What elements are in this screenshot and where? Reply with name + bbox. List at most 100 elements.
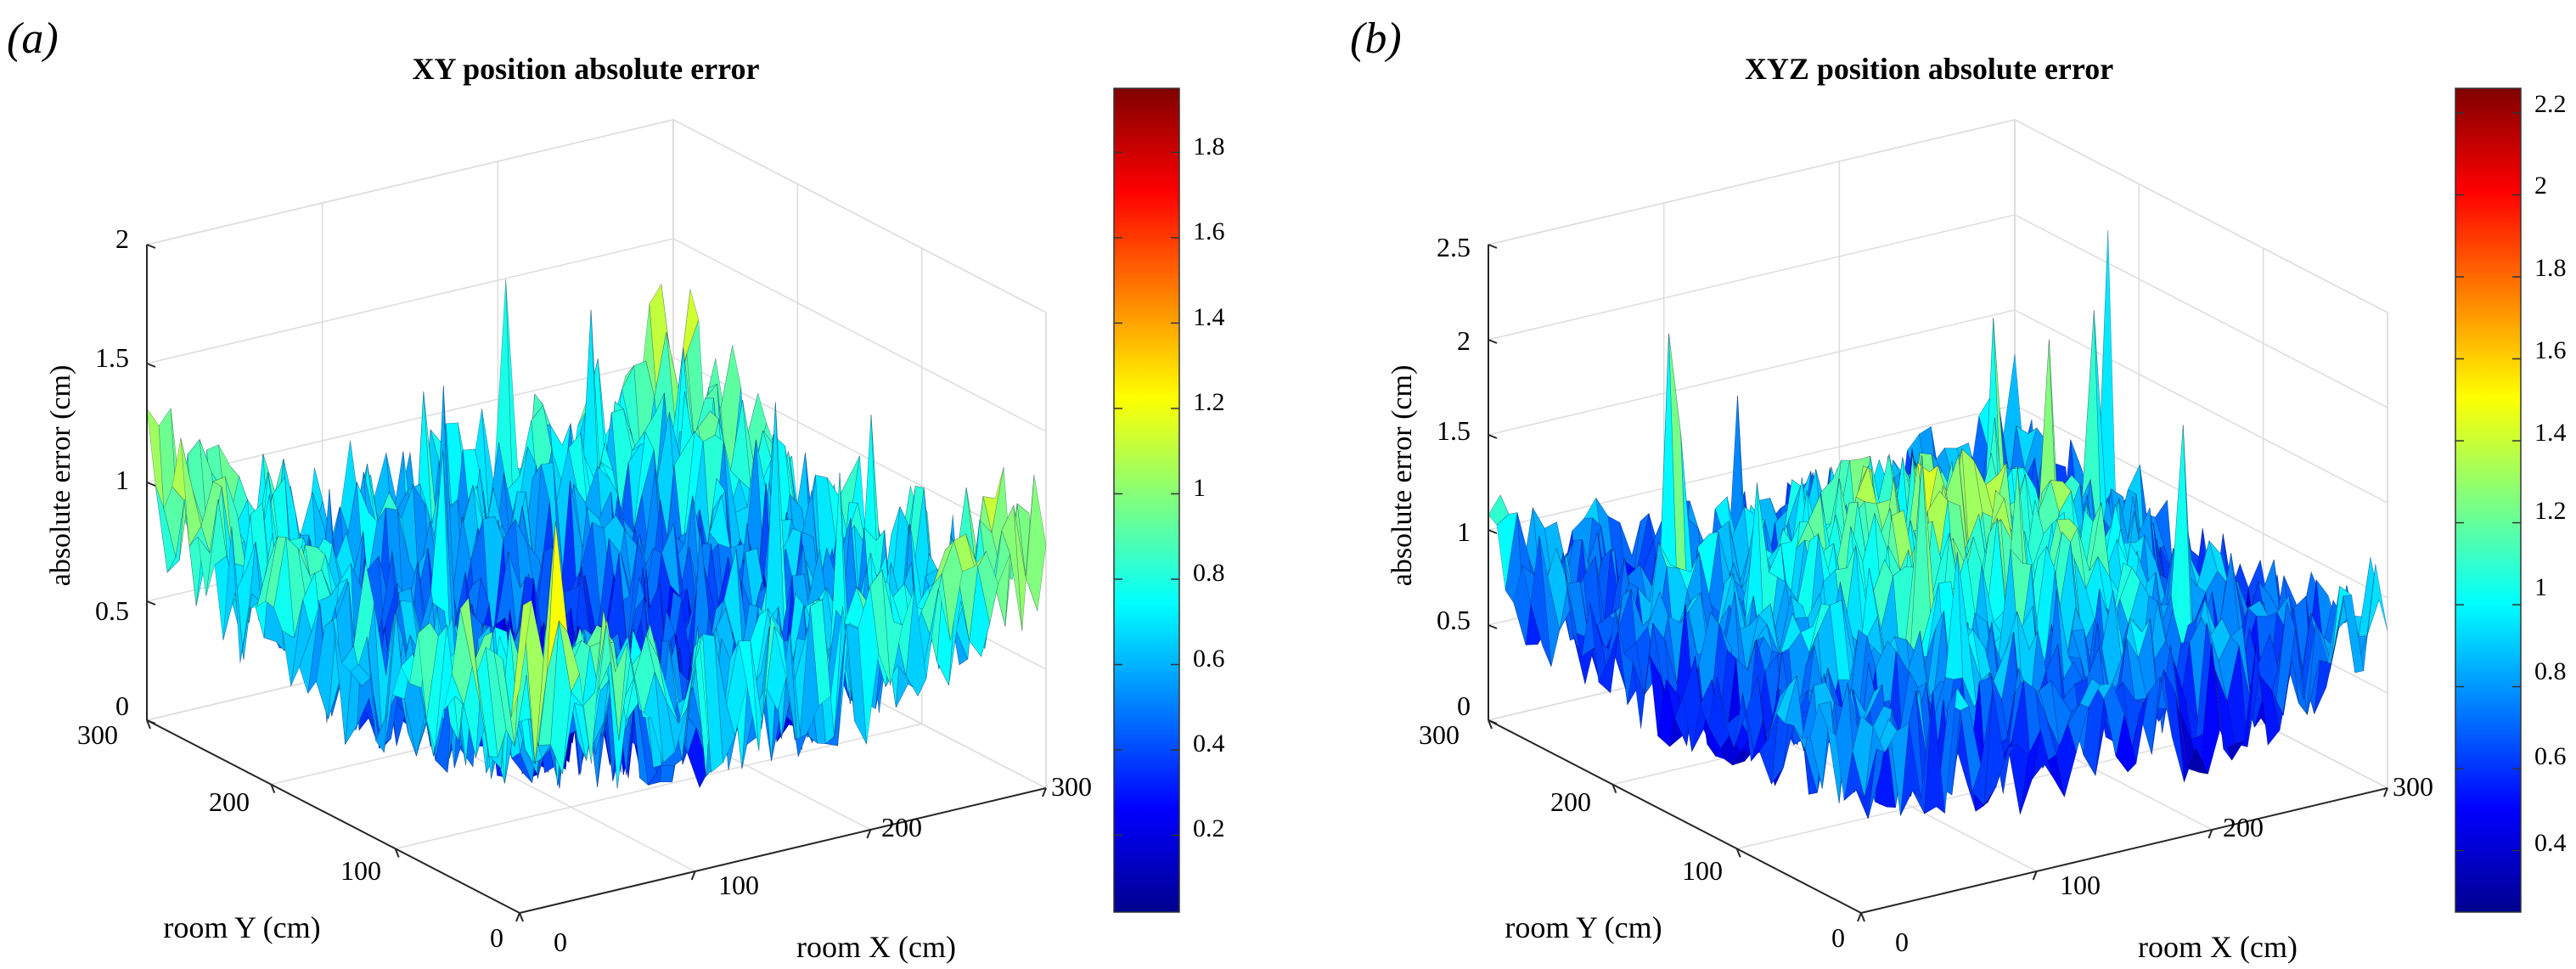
x-tick-label: 200: [2223, 812, 2264, 842]
panel-b: (b) XYZ position absolute error 0 0.5 1 …: [1350, 14, 2567, 964]
axis-lines-a: [146, 244, 1047, 922]
x-tick-label: 300: [1051, 771, 1092, 802]
surface-patch: [1572, 634, 1595, 684]
z-tick: [146, 719, 156, 724]
panel-a: (a) XY position absolute error 0 0.5 1 1…: [7, 14, 1225, 964]
surface-patch: [905, 588, 927, 697]
z-tick: [1488, 339, 1498, 344]
surface-patch: [1876, 718, 1898, 753]
z-tick-label: 0.5: [1437, 605, 1471, 635]
y-tick-label: 0: [1831, 922, 1845, 953]
surface-patch: [510, 600, 532, 718]
y-tick-label: 100: [1682, 855, 1723, 886]
surface-patch: [1708, 676, 1730, 750]
z-tick: [1488, 719, 1498, 724]
y-tick: [270, 784, 276, 794]
x-tick: [866, 829, 872, 839]
surface-patch: [1555, 548, 1578, 634]
surface-patch: [989, 530, 1011, 624]
surface-patch: [1013, 475, 1035, 632]
surface-patch: [299, 603, 320, 694]
surface-patch: [451, 608, 473, 707]
surface-patch: [493, 651, 515, 746]
colorbar-ticks-a: [1114, 151, 1179, 837]
x-tick: [2383, 787, 2388, 797]
z-tick-labels-b: 0 0.5 1 1.5 2 2.5: [1437, 232, 1471, 721]
colorbar-tick-label: 1: [1193, 474, 1206, 502]
surface-patch: [2007, 744, 2029, 814]
y-tick-label: 300: [1419, 719, 1460, 750]
colorbar-tick-label: 1.8: [1193, 132, 1225, 161]
colorbar-tick-label: 1.4: [1193, 303, 1225, 331]
colorbar-tick-label: 0.6: [1193, 645, 1225, 673]
y-tick-label: 200: [1550, 786, 1591, 817]
surface-patch: [442, 672, 464, 712]
surface-patch: [2258, 673, 2281, 746]
surface-patch: [1829, 600, 1851, 681]
y-tick: [1488, 719, 1493, 730]
surface-patch: [231, 527, 253, 663]
surface-patch: [1912, 690, 1933, 815]
x-tick: [515, 912, 520, 922]
surface-patch: [1678, 552, 1700, 592]
z-tick-label: 1: [115, 465, 129, 495]
z-tick-label: 1.5: [1437, 415, 1471, 446]
colorbar-tick-label: 1.8: [2534, 254, 2567, 282]
surface-patch: [977, 550, 998, 624]
colorbar-a: [1113, 87, 1180, 913]
surface-patch: [1004, 504, 1026, 627]
colorbar-tick-label: 1: [2534, 573, 2547, 601]
colorbar-tick-label: 1.2: [1193, 388, 1225, 416]
surface-patch: [2118, 618, 2139, 685]
surface-patch: [384, 611, 405, 753]
y-axis-label-a: room Y (cm): [163, 910, 320, 944]
surface-patch: [941, 539, 963, 641]
colorbar-ticks-b: [2455, 112, 2521, 852]
surface-patch: [1818, 701, 1840, 803]
surface-patch: [2139, 675, 2161, 755]
z-tick: [1488, 244, 1498, 249]
panel-label-b: (b): [1350, 14, 1402, 63]
x-tick-label: 100: [2060, 870, 2101, 900]
colorbar-tick-labels-a: 0.2 0.4 0.6 0.8 1 1.2 1.4 1.6 1.8: [1193, 132, 1225, 842]
z-axis-label-b: absolute error (cm): [1386, 365, 1418, 587]
colorbar-tick-label: 1.2: [2534, 497, 2567, 525]
surface-patch: [425, 624, 447, 751]
colorbar-tick-label: 2.2: [2534, 90, 2567, 118]
y-tick: [1611, 784, 1617, 794]
surface-a: [146, 279, 1047, 789]
z-tick: [146, 482, 156, 487]
x-axis-line: [519, 787, 1047, 914]
chart-title-a: XY position absolute error: [413, 52, 760, 86]
colorbar-tick-label: 2: [2534, 172, 2547, 200]
y-axis-line: [1488, 719, 1862, 914]
surface-patch: [1623, 642, 1645, 696]
z-gridline: [1488, 119, 2388, 313]
colorbar-tick-labels-b: 0.4 0.6 0.8 1 1.2 1.4 1.6 1.8 2 2.2: [2534, 90, 2567, 857]
surface-patch: [633, 431, 655, 533]
y-axis-line: [146, 719, 520, 914]
y-tick-labels-a: 300 200 100 0: [77, 719, 503, 953]
y-tick-label: 200: [209, 786, 250, 817]
x-tick: [2032, 870, 2038, 881]
surface-patch: [290, 600, 312, 687]
surface-patch: [2056, 723, 2077, 797]
surface-patch: [726, 640, 748, 737]
colorbar-tick-label: 1.6: [2534, 336, 2567, 364]
z-tick-label: 0: [1457, 690, 1471, 721]
x-axis-label-a: room X (cm): [796, 930, 956, 964]
colorbar-tick-label: 0.4: [1193, 730, 1225, 758]
surface-patch: [155, 484, 177, 573]
y-tick-label: 300: [77, 719, 118, 750]
surface-patch: [881, 569, 903, 686]
panel-label-a: (a): [7, 14, 59, 63]
z-tick-label: 2: [1457, 325, 1471, 356]
x-tick: [1042, 787, 1047, 797]
colorbar-tick-label: 0.4: [2534, 829, 2567, 857]
x-tick: [1857, 912, 1862, 922]
colorbar-tick-label: 0.8: [2534, 657, 2567, 685]
y-tick-label: 0: [490, 922, 503, 953]
surface-patch: [218, 444, 239, 530]
surface-patch: [678, 634, 700, 724]
